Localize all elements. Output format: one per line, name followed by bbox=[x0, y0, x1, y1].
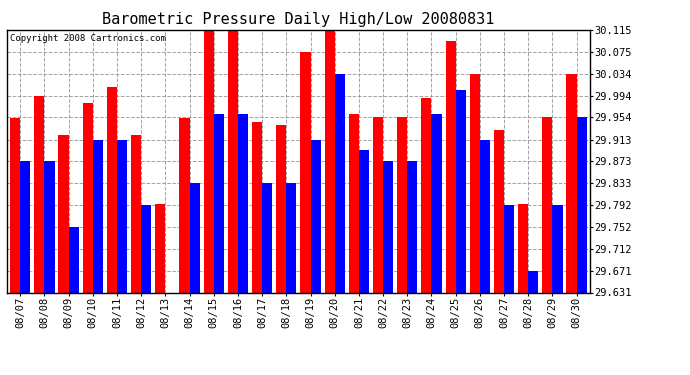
Bar bbox=[59, 135, 68, 292]
Bar bbox=[10, 118, 20, 292]
Bar bbox=[504, 205, 514, 292]
Bar bbox=[300, 52, 310, 292]
Bar bbox=[494, 130, 504, 292]
Bar bbox=[44, 161, 55, 292]
Bar bbox=[107, 87, 117, 292]
Text: Copyright 2008 Cartronics.com: Copyright 2008 Cartronics.com bbox=[10, 34, 166, 43]
Bar bbox=[228, 30, 238, 292]
Bar bbox=[359, 150, 369, 292]
Bar bbox=[542, 117, 553, 292]
Bar bbox=[480, 140, 490, 292]
Bar bbox=[276, 125, 286, 292]
Bar bbox=[252, 122, 262, 292]
Bar bbox=[529, 271, 538, 292]
Bar bbox=[431, 114, 442, 292]
Bar bbox=[204, 30, 214, 292]
Bar bbox=[553, 205, 562, 292]
Bar bbox=[335, 74, 345, 292]
Bar bbox=[131, 135, 141, 292]
Bar bbox=[68, 227, 79, 292]
Bar bbox=[34, 96, 44, 292]
Bar bbox=[383, 161, 393, 292]
Bar bbox=[577, 117, 586, 292]
Bar bbox=[373, 117, 383, 292]
Bar bbox=[286, 183, 297, 292]
Bar bbox=[214, 114, 224, 292]
Bar bbox=[518, 204, 529, 292]
Bar bbox=[397, 117, 407, 292]
Bar bbox=[422, 98, 431, 292]
Bar bbox=[455, 90, 466, 292]
Bar bbox=[407, 161, 417, 292]
Bar bbox=[155, 204, 166, 292]
Bar bbox=[20, 161, 30, 292]
Bar bbox=[262, 183, 273, 292]
Bar bbox=[141, 205, 151, 292]
Bar bbox=[310, 140, 321, 292]
Bar bbox=[324, 30, 335, 292]
Bar bbox=[470, 74, 480, 292]
Bar bbox=[348, 114, 359, 292]
Bar bbox=[566, 74, 577, 292]
Bar bbox=[238, 114, 248, 292]
Bar bbox=[83, 103, 92, 292]
Bar bbox=[179, 118, 190, 292]
Title: Barometric Pressure Daily High/Low 20080831: Barometric Pressure Daily High/Low 20080… bbox=[102, 12, 495, 27]
Bar bbox=[190, 183, 199, 292]
Bar bbox=[446, 41, 455, 292]
Bar bbox=[117, 140, 127, 292]
Bar bbox=[92, 140, 103, 292]
